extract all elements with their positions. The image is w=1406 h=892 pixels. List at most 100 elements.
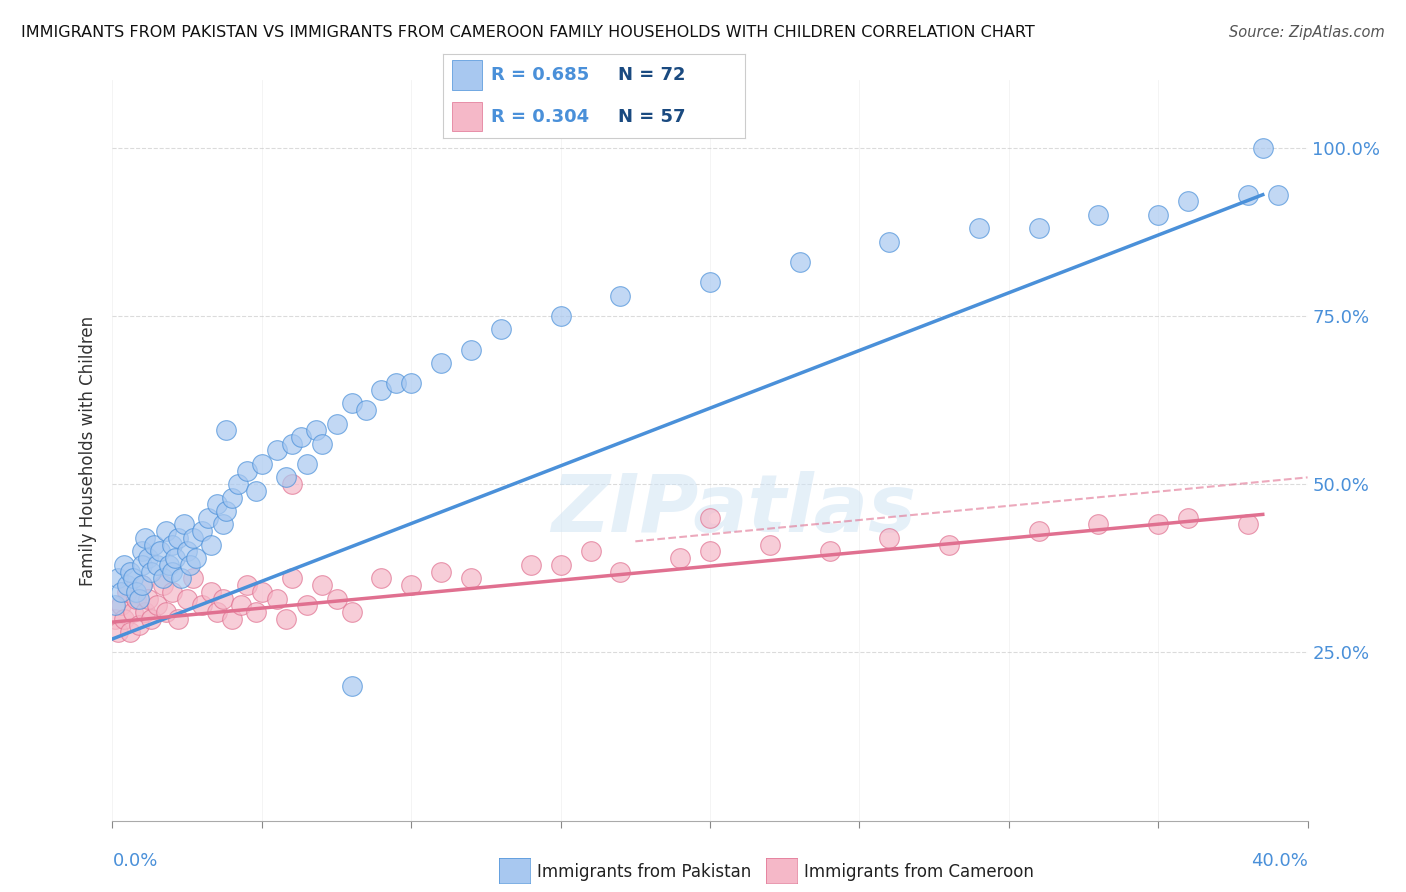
Point bbox=[205, 605, 228, 619]
Point bbox=[179, 558, 201, 572]
Point bbox=[250, 584, 273, 599]
Point bbox=[550, 309, 572, 323]
Point bbox=[134, 531, 156, 545]
Point bbox=[340, 605, 363, 619]
Point bbox=[250, 457, 273, 471]
Point bbox=[385, 376, 408, 391]
Text: R = 0.685: R = 0.685 bbox=[491, 66, 589, 84]
Point bbox=[149, 544, 172, 558]
Bar bbox=[451, 61, 482, 90]
Point bbox=[1237, 517, 1260, 532]
Point bbox=[181, 571, 204, 585]
Point bbox=[131, 558, 153, 572]
Point bbox=[759, 538, 782, 552]
Point bbox=[143, 538, 166, 552]
Point bbox=[879, 235, 901, 249]
Point bbox=[117, 578, 139, 592]
Point bbox=[125, 591, 148, 606]
Point bbox=[325, 591, 347, 606]
Point bbox=[1028, 524, 1050, 539]
Text: Source: ZipAtlas.com: Source: ZipAtlas.com bbox=[1229, 25, 1385, 40]
Point bbox=[131, 578, 153, 592]
Point bbox=[356, 403, 378, 417]
Point bbox=[370, 571, 392, 585]
Point bbox=[295, 457, 318, 471]
Point bbox=[281, 477, 304, 491]
Point bbox=[191, 524, 214, 539]
Point bbox=[340, 396, 363, 410]
Point bbox=[236, 464, 259, 478]
Point bbox=[967, 221, 990, 235]
Point bbox=[141, 565, 163, 579]
Point bbox=[401, 578, 423, 592]
Point bbox=[274, 470, 297, 484]
Point bbox=[305, 423, 328, 437]
Point bbox=[430, 356, 453, 370]
Point bbox=[162, 584, 183, 599]
Bar bbox=[451, 102, 482, 131]
Point bbox=[155, 605, 177, 619]
Point bbox=[186, 551, 208, 566]
Point bbox=[155, 524, 177, 539]
Text: R = 0.304: R = 0.304 bbox=[491, 108, 589, 126]
Point bbox=[221, 491, 243, 505]
Point bbox=[879, 531, 901, 545]
Point bbox=[125, 584, 148, 599]
Point bbox=[818, 544, 841, 558]
Point bbox=[165, 551, 187, 566]
Point bbox=[245, 605, 267, 619]
Point bbox=[1028, 221, 1050, 235]
Text: 40.0%: 40.0% bbox=[1251, 852, 1308, 870]
Point bbox=[146, 558, 169, 572]
Point bbox=[266, 443, 288, 458]
Point bbox=[295, 599, 318, 613]
Text: Immigrants from Cameroon: Immigrants from Cameroon bbox=[804, 863, 1033, 881]
Text: ZIPatlas: ZIPatlas bbox=[551, 471, 917, 549]
Point bbox=[520, 558, 543, 572]
Point bbox=[141, 612, 163, 626]
Point bbox=[699, 510, 721, 524]
Point bbox=[699, 544, 721, 558]
Point bbox=[609, 288, 631, 302]
Point bbox=[176, 591, 198, 606]
Point bbox=[215, 423, 238, 437]
Text: N = 57: N = 57 bbox=[619, 108, 686, 126]
Point bbox=[274, 612, 297, 626]
Point bbox=[401, 376, 423, 391]
Point bbox=[311, 578, 333, 592]
Point bbox=[131, 578, 153, 592]
Point bbox=[245, 483, 267, 498]
Y-axis label: Family Households with Children: Family Households with Children bbox=[79, 316, 97, 585]
Point bbox=[167, 612, 190, 626]
Point bbox=[131, 544, 153, 558]
Point bbox=[430, 565, 453, 579]
Point bbox=[152, 578, 174, 592]
Point bbox=[167, 531, 190, 545]
Text: 0.0%: 0.0% bbox=[112, 852, 157, 870]
Point bbox=[110, 599, 132, 613]
Point bbox=[173, 517, 195, 532]
Point bbox=[104, 599, 127, 613]
Point bbox=[370, 383, 392, 397]
Point bbox=[128, 591, 150, 606]
Point bbox=[669, 551, 692, 566]
Point bbox=[229, 599, 252, 613]
Point bbox=[1177, 194, 1199, 209]
Point bbox=[215, 504, 238, 518]
Point bbox=[1267, 187, 1289, 202]
Point bbox=[1177, 510, 1199, 524]
Point bbox=[699, 275, 721, 289]
Point bbox=[579, 544, 602, 558]
Point bbox=[789, 255, 811, 269]
Point bbox=[110, 584, 132, 599]
Point bbox=[609, 565, 631, 579]
Point bbox=[197, 510, 219, 524]
Point bbox=[340, 679, 363, 693]
Point bbox=[146, 599, 169, 613]
Point bbox=[200, 584, 222, 599]
Point bbox=[226, 477, 249, 491]
Point bbox=[122, 605, 145, 619]
Point bbox=[290, 430, 312, 444]
Point bbox=[191, 599, 214, 613]
Text: N = 72: N = 72 bbox=[619, 66, 686, 84]
